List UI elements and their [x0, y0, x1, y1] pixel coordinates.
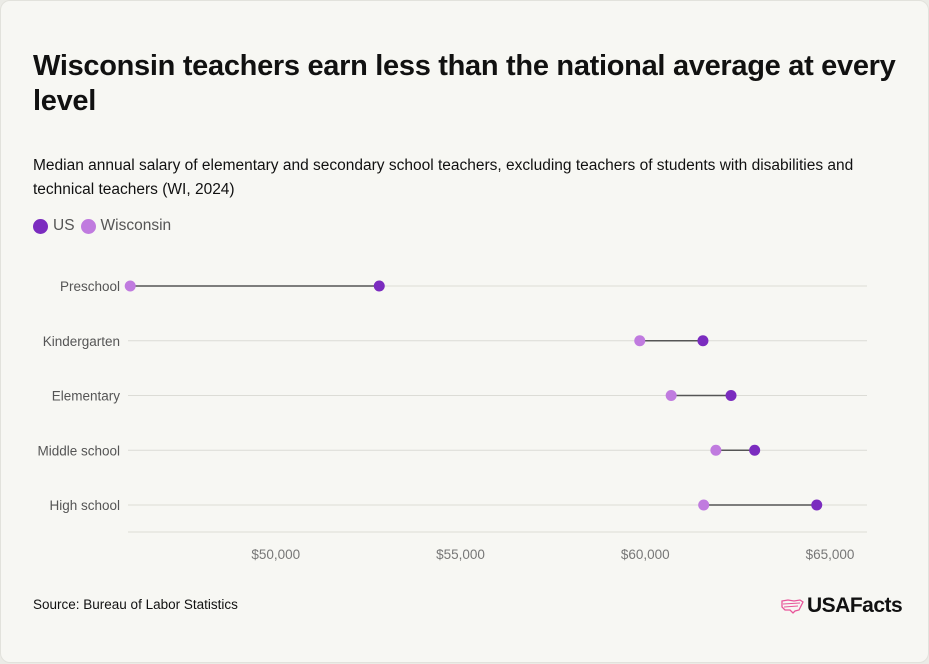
us-map-logo-icon [781, 599, 804, 614]
category-label: Middle school [37, 443, 120, 458]
legend-swatch-us [33, 218, 48, 234]
category-label: High school [49, 498, 120, 513]
source-note: Source: Bureau of Labor Statistics [33, 597, 238, 612]
wisconsin-point [698, 499, 710, 511]
x-tick-label: $55,000 [436, 547, 485, 562]
category-label: Preschool [60, 279, 120, 294]
legend-label-us: US [53, 217, 75, 234]
legend-label-wisconsin: Wisconsin [100, 217, 172, 234]
x-tick-label: $50,000 [251, 547, 300, 562]
us-point [811, 499, 823, 511]
legend-swatch-wisconsin [80, 218, 96, 234]
x-tick-label: $60,000 [621, 547, 670, 562]
wisconsin-point [710, 444, 722, 456]
logo-text: USAFacts [807, 594, 903, 617]
wisconsin-point [665, 390, 677, 401]
us-point [749, 444, 761, 456]
x-tick-label: $65,000 [806, 547, 855, 562]
usafacts-logo: USAFacts [780, 594, 903, 618]
legend-item-us: US [33, 217, 75, 235]
legend-item-wisconsin: Wisconsin [80, 217, 172, 235]
category-label: Elementary [52, 389, 121, 404]
chart-title: Wisconsin teachers earn less than the na… [33, 50, 896, 117]
chart-subtitle: Median annual salary of elementary and s… [33, 157, 854, 198]
us-point [373, 280, 385, 292]
us-point [697, 335, 709, 347]
legend: US Wisconsin [33, 217, 177, 235]
wisconsin-point [124, 280, 136, 292]
category-label: Kindergarten [43, 334, 120, 349]
us-point [725, 390, 737, 401]
wisconsin-point [634, 335, 646, 347]
